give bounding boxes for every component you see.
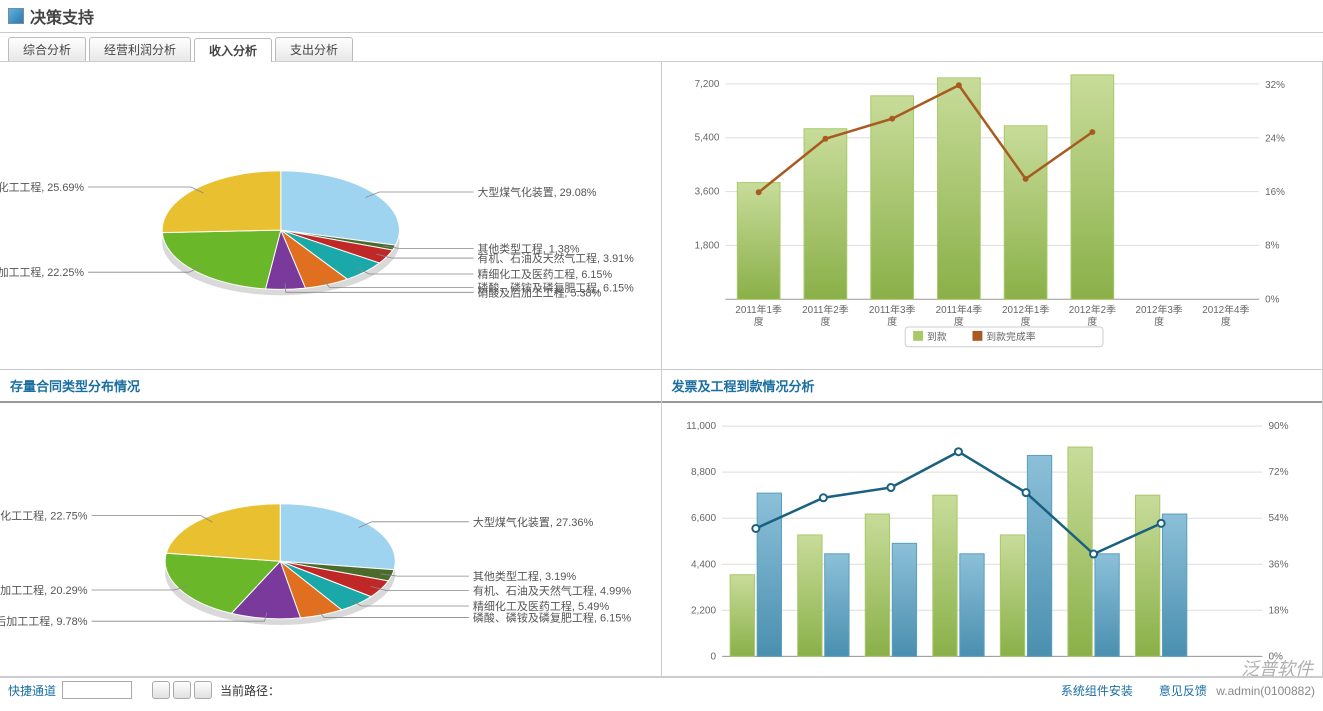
status-bar: 快捷通道 当前路径： 系统组件安装 意见反馈 w.admin(0100882) (0, 677, 1323, 702)
svg-text:度: 度 (1154, 315, 1164, 328)
tab-bar: 综合分析 经营利润分析 收入分析 支出分析 (0, 33, 1323, 62)
svg-text:2011年1季: 2011年1季 (735, 303, 782, 316)
svg-text:大型煤气化装置, 29.08%: 大型煤气化装置, 29.08% (478, 185, 597, 199)
page-header: 决策支持 (0, 0, 1323, 33)
svg-text:2012年2季: 2012年2季 (1068, 303, 1115, 316)
combo-chart-2: 0 2,200 4,400 6,600 8,800 11,000 0% 18% 36% 54% 72… (662, 403, 1323, 678)
app-icon (8, 8, 24, 24)
system-install-link[interactable]: 系统组件安装 (1061, 682, 1133, 699)
svg-text:0%: 0% (1265, 294, 1279, 305)
svg-text:1,800: 1,800 (694, 240, 719, 251)
svg-text:90%: 90% (1268, 421, 1288, 432)
svg-text:到款: 到款 (926, 330, 946, 343)
svg-text:硝酸及后加工工程, 9.78%: 硝酸及后加工工程, 9.78% (0, 614, 88, 628)
tab-income[interactable]: 收入分析 (194, 38, 272, 62)
svg-text:甲醇及煤化工工程, 22.75%: 甲醇及煤化工工程, 22.75% (0, 508, 88, 522)
combo-chart-1: 1,800 3,600 5,400 7,200 0% 8% 16% 24% 32% 2011年1季… (662, 62, 1323, 369)
svg-text:甲醇及煤化工工程, 25.69%: 甲醇及煤化工工程, 25.69% (0, 180, 84, 194)
svg-text:2012年3季: 2012年3季 (1135, 303, 1182, 316)
tab-profit[interactable]: 经营利润分析 (89, 37, 191, 61)
svg-text:有机、石油及天然气工程, 4.99%: 有机、石油及天然气工程, 4.99% (473, 583, 632, 597)
svg-text:11,000: 11,000 (686, 421, 716, 432)
svg-text:合成氨及氨加工工程, 20.29%: 合成氨及氨加工工程, 20.29% (0, 583, 88, 597)
svg-text:36%: 36% (1268, 559, 1288, 570)
svg-text:2011年3季: 2011年3季 (868, 303, 915, 316)
tab-comprehensive[interactable]: 综合分析 (8, 37, 86, 61)
panel-combo-2: 发票及工程到款情况分析 02,2004,4006,6008,80011,0000… (662, 370, 1323, 678)
svg-text:5,400: 5,400 (694, 133, 719, 144)
svg-text:大型煤气化装置, 27.36%: 大型煤气化装置, 27.36% (473, 514, 594, 528)
svg-text:72%: 72% (1268, 467, 1288, 478)
user-label: w.admin(0100882) (1216, 684, 1315, 698)
svg-text:硝酸及后加工工程, 5.38%: 硝酸及后加工工程, 5.38% (478, 285, 602, 299)
svg-text:24%: 24% (1265, 134, 1285, 145)
panel-title-pie2: 存量合同类型分布情况 (0, 370, 661, 403)
svg-text:精细化工及医药工程, 6.15%: 精细化工及医药工程, 6.15% (478, 267, 613, 281)
svg-text:8%: 8% (1265, 241, 1279, 252)
panel-pie-2: 存量合同类型分布情况 大型煤气化装置, 27.36% 其他类型工程, 3.19%有… (0, 370, 662, 678)
svg-text:2012年1季: 2012年1季 (1002, 303, 1049, 316)
svg-text:0%: 0% (1268, 651, 1283, 662)
svg-text:度: 度 (1020, 315, 1030, 328)
footer-icon-1[interactable] (152, 681, 170, 699)
svg-text:度: 度 (887, 315, 897, 328)
svg-text:度: 度 (1087, 315, 1097, 328)
svg-text:6,600: 6,600 (691, 513, 716, 524)
footer-icon-3[interactable] (194, 681, 212, 699)
svg-text:0: 0 (710, 651, 716, 662)
svg-text:度: 度 (753, 315, 763, 328)
svg-text:磷酸、磷铵及磷复肥工程, 6.15%: 磷酸、磷铵及磷复肥工程, 6.15% (473, 610, 632, 624)
svg-text:精细化工及医药工程, 5.49%: 精细化工及医药工程, 5.49% (473, 599, 610, 613)
panel-pie-1: 大型煤气化装置, 29.08%其他类型工程, 1.38%有机、石油及天然气工程,… (0, 62, 662, 370)
svg-text:度: 度 (1220, 315, 1230, 328)
svg-text:2012年4季: 2012年4季 (1202, 303, 1249, 316)
quick-channel-input[interactable] (62, 681, 132, 699)
feedback-link[interactable]: 意见反馈 (1159, 684, 1207, 698)
svg-text:54%: 54% (1268, 513, 1288, 524)
svg-text:18%: 18% (1268, 605, 1288, 616)
svg-text:有机、石油及天然气工程, 3.91%: 有机、石油及天然气工程, 3.91% (478, 251, 635, 265)
current-path-label: 当前路径： (220, 682, 280, 699)
svg-text:到款完成率: 到款完成率 (986, 330, 1036, 343)
svg-text:8,800: 8,800 (691, 467, 716, 478)
dashboard-grid: 大型煤气化装置, 29.08%其他类型工程, 1.38%有机、石油及天然气工程,… (0, 62, 1323, 677)
svg-text:度: 度 (953, 315, 963, 328)
svg-text:2011年2季: 2011年2季 (802, 303, 849, 316)
page-title: 决策支持 (30, 4, 94, 28)
footer-icon-group (152, 681, 212, 699)
pie-chart-1: 大型煤气化装置, 29.08%其他类型工程, 1.38%有机、石油及天然气工程,… (0, 62, 661, 369)
svg-text:7,200: 7,200 (694, 79, 719, 90)
svg-text:合成氨及氨加工工程, 22.25%: 合成氨及氨加工工程, 22.25% (0, 265, 84, 279)
svg-text:32%: 32% (1265, 80, 1285, 91)
svg-text:2,200: 2,200 (691, 605, 716, 616)
quick-channel-link[interactable]: 快捷通道 (8, 682, 56, 699)
svg-text:度: 度 (820, 315, 830, 328)
panel-title-combo2: 发票及工程到款情况分析 (662, 370, 1323, 403)
footer-icon-2[interactable] (173, 681, 191, 699)
svg-text:2011年4季: 2011年4季 (935, 303, 982, 316)
svg-text:3,600: 3,600 (694, 187, 719, 198)
svg-text:4,400: 4,400 (691, 559, 716, 570)
tab-expense[interactable]: 支出分析 (275, 37, 353, 61)
svg-text:其他类型工程, 3.19%: 其他类型工程, 3.19% (473, 569, 577, 583)
panel-combo-1: 1,800 3,600 5,400 7,200 0% 8% 16% 24% 32% 2011年1季… (662, 62, 1323, 370)
pie-chart-2: 大型煤气化装置, 27.36% 其他类型工程, 3.19%有机、石油及天然气工程,… (0, 403, 661, 678)
svg-text:16%: 16% (1265, 187, 1285, 198)
